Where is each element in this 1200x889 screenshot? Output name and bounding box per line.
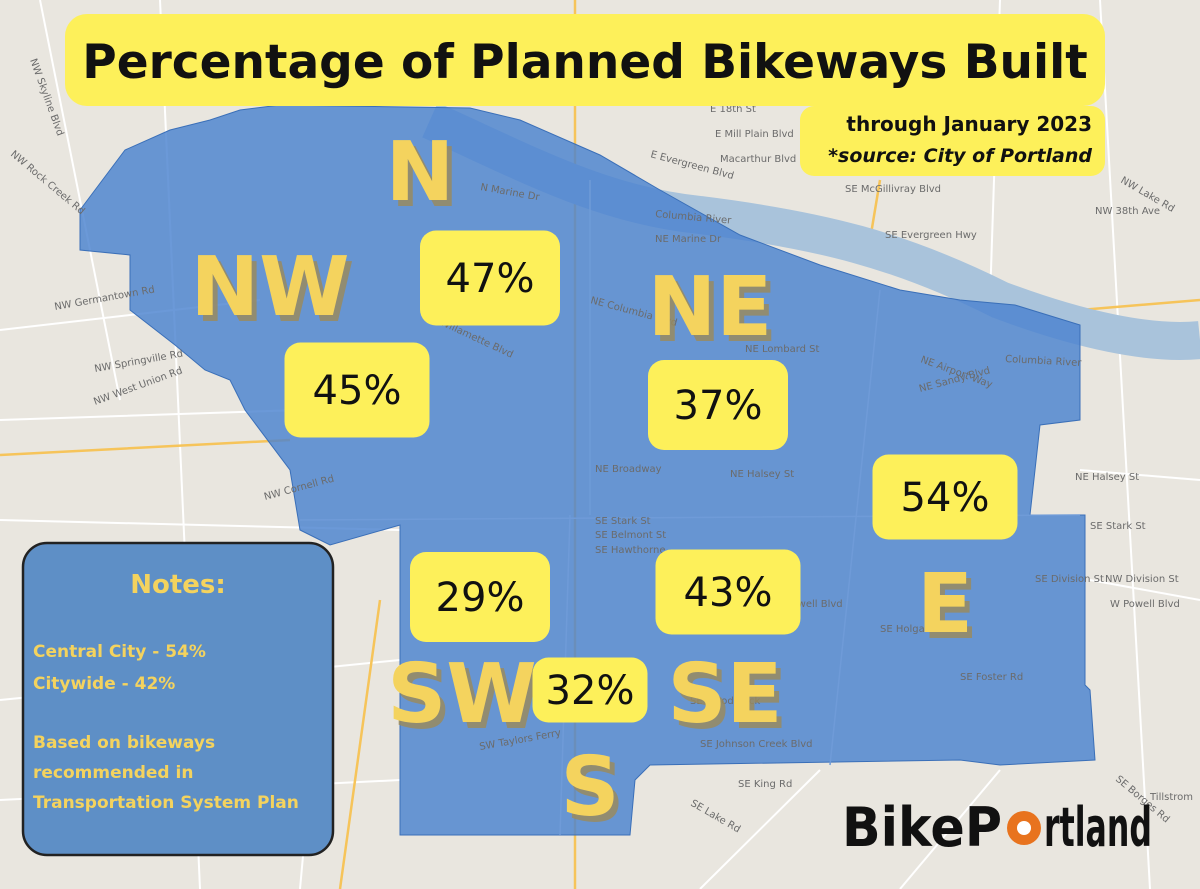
district-name: SW [387, 647, 537, 742]
street-label: SE Foster Rd [960, 672, 1023, 683]
percent-label: 47% [446, 256, 535, 302]
district-name: N [386, 125, 455, 220]
street-label: SE Powell Blvd [770, 599, 843, 610]
street-label: SE Division St [1035, 574, 1104, 585]
district-shadow: NW [195, 246, 354, 341]
percent-box [872, 454, 1018, 540]
notes-lines: Central City - 54% Citywide - 42% Based on… [33, 642, 299, 813]
notes-heading: Notes: [130, 570, 226, 600]
district-shadow: N [391, 131, 460, 226]
street-label: E Mill Plain Blvd [715, 129, 794, 140]
street-label: SE Stark St [1090, 521, 1146, 532]
district-lines [299, 180, 1081, 836]
street-label: SE Woodstock [690, 696, 760, 707]
notes-line: Citywide - 42% [33, 674, 175, 694]
street-label: E 18th St [710, 104, 756, 115]
district-shadow: SW [392, 653, 542, 748]
street-label: NW 38th Ave [1095, 206, 1160, 217]
street-label: NE Broadway [595, 464, 662, 475]
district-shadow: S [565, 746, 624, 841]
street-label: SE Holgate Blvd [880, 624, 960, 635]
percent-box [410, 552, 550, 642]
title-box [65, 14, 1105, 106]
street-label: NE Marine Dr [655, 234, 722, 245]
notes-line: Central City - 54% [33, 642, 206, 662]
subtitle: through January 2023 [846, 112, 1092, 136]
street-label: W Powell Blvd [1110, 599, 1180, 610]
street-label: NE Halsey St [730, 469, 794, 480]
subtitle-box [800, 106, 1105, 176]
percent-label: 54% [901, 475, 990, 521]
street-label: NE Halsey St [1075, 472, 1139, 483]
percent-box [655, 549, 801, 635]
notes-line: recommended in [33, 763, 193, 783]
street-label: Macarthur Blvd [720, 154, 796, 165]
logo-o-inner [1017, 821, 1031, 835]
percent-box [532, 657, 648, 723]
title: Percentage of Planned Bikeways Built [82, 35, 1087, 90]
notes-line: Transportation System Plan [33, 793, 299, 813]
logo-right: rtland [1044, 796, 1152, 859]
district-name: SE [667, 647, 782, 742]
street-label: SE Evergreen Hwy [885, 230, 977, 241]
street-label: SE Stark St [595, 516, 651, 527]
street-label: SE Johnson Creek Blvd [700, 739, 813, 750]
district-shadow: SE [672, 653, 787, 748]
street-label: NW Division St [1105, 574, 1179, 585]
notes-line: Based on bikeways [33, 733, 215, 753]
percent-label: 45% [313, 368, 402, 414]
percent-box [420, 230, 560, 326]
percent-label: 29% [436, 575, 525, 621]
street-label: SE Hawthorne [595, 545, 665, 556]
percent-box [284, 342, 430, 438]
district-shadow: NE [653, 266, 778, 361]
source: *source: City of Portland [828, 145, 1092, 167]
district-name: E [917, 557, 973, 652]
notes-box [21, 541, 335, 857]
street-label: Columbia River [1005, 354, 1083, 369]
street-label: SE King Rd [738, 779, 792, 790]
street-label: SE McGillivray Blvd [845, 184, 941, 195]
percent-box [648, 360, 788, 450]
percent-label: 43% [684, 570, 773, 616]
district-name: S [560, 740, 619, 835]
street-label: NE Lombard St [745, 344, 820, 355]
percent-label: 32% [546, 668, 635, 714]
street-label: SE Belmont St [595, 530, 666, 541]
district-name: NW [190, 240, 349, 335]
district-name: NE [648, 260, 773, 355]
district-shadow: E [922, 563, 978, 658]
percent-label: 37% [674, 383, 763, 429]
logo-left: BikeP [842, 796, 1002, 859]
street-label: Tillstrom [1149, 792, 1193, 803]
